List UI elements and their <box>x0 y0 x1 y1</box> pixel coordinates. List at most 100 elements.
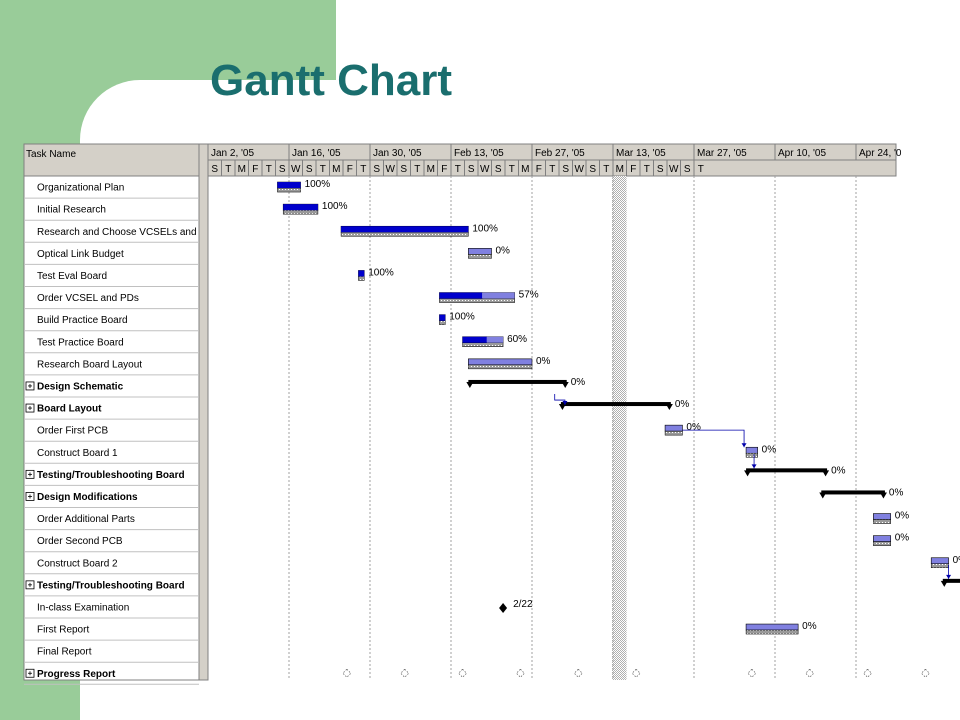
summary-bar <box>746 468 828 473</box>
progress-label: 0% <box>496 245 511 256</box>
task-bar <box>930 557 949 565</box>
progress-label: 57% <box>519 290 539 301</box>
recurring-marker <box>458 668 468 678</box>
baseline-bar <box>439 298 515 303</box>
day-label: M <box>427 164 435 175</box>
day-label: S <box>306 164 313 175</box>
recurring-marker <box>515 668 525 678</box>
link-arrowhead <box>751 464 757 469</box>
task-bar <box>664 424 683 432</box>
progress-label: 0% <box>953 555 960 566</box>
task-name: Initial Research <box>37 205 106 216</box>
summary-start-cap <box>558 404 566 411</box>
task-name: Order First PCB <box>37 426 108 437</box>
day-label: T <box>509 164 515 175</box>
baseline-bar <box>930 563 949 568</box>
recurring-marker <box>747 668 757 678</box>
recurring-marker <box>805 668 815 678</box>
task-name: Order Additional Parts <box>37 514 135 525</box>
day-label: S <box>373 164 380 175</box>
progress-label: 100% <box>472 223 498 234</box>
day-label: T <box>603 164 609 175</box>
task-name: Organizational Plan <box>37 183 124 194</box>
day-label: F <box>441 164 447 175</box>
day-label: T <box>455 164 461 175</box>
progress-bar <box>277 182 301 189</box>
day-label: T <box>698 164 704 175</box>
day-label: S <box>562 164 569 175</box>
progress-label: 100% <box>322 201 348 212</box>
progress-bar <box>439 292 483 299</box>
task-name: In-class Examination <box>37 602 129 613</box>
task-name: Test Eval Board <box>37 271 107 282</box>
day-label: F <box>630 164 636 175</box>
week-label: Apr 10, '05 <box>778 148 826 159</box>
day-label: T <box>320 164 326 175</box>
day-label: T <box>644 164 650 175</box>
day-label: T <box>225 164 231 175</box>
day-label: W <box>480 164 490 175</box>
progress-label: 0% <box>675 399 690 410</box>
baseline-bar <box>468 364 533 370</box>
recurring-marker <box>573 668 583 678</box>
task-name: Construct Board 2 <box>37 558 118 569</box>
milestone-label: 2/22 <box>513 599 533 610</box>
day-label: W <box>291 164 301 175</box>
summary-end-cap <box>665 404 673 411</box>
recurring-marker <box>631 668 641 678</box>
week-label: Mar 13, '05 <box>616 148 666 159</box>
recurring-marker <box>920 668 930 678</box>
baseline-bar <box>439 320 446 325</box>
day-label: T <box>414 164 420 175</box>
day-label: S <box>400 164 407 175</box>
milestone-marker <box>499 602 508 613</box>
progress-label: 0% <box>889 487 904 498</box>
baseline-bar <box>873 519 891 524</box>
page-title: Gantt Chart <box>210 56 452 105</box>
progress-label: 60% <box>507 334 527 345</box>
summary-bar <box>560 402 671 407</box>
progress-label: 0% <box>895 511 910 522</box>
day-label: S <box>279 164 286 175</box>
task-name: Design Modifications <box>37 492 138 503</box>
recurring-marker <box>400 668 410 678</box>
summary-start-cap <box>940 580 948 587</box>
baseline-bar <box>340 232 469 237</box>
day-label: W <box>669 164 679 175</box>
baseline-bar <box>277 187 301 193</box>
baseline-bar <box>282 209 319 215</box>
task-bar <box>468 248 492 255</box>
task-bar <box>745 446 758 454</box>
day-label: S <box>589 164 596 175</box>
task-bar <box>468 358 533 366</box>
summary-end-cap <box>561 381 569 388</box>
progress-label: 100% <box>449 312 475 323</box>
day-label: S <box>495 164 502 175</box>
day-label: T <box>360 164 366 175</box>
day-label: S <box>468 164 475 175</box>
week-label: Jan 30, '05 <box>373 148 422 159</box>
remaining-bar <box>482 292 515 299</box>
baseline-bar <box>745 453 758 458</box>
progress-label: 0% <box>762 444 777 455</box>
baseline-bar <box>664 430 683 436</box>
task-name: Board Layout <box>37 404 102 415</box>
link-arrowhead <box>946 574 952 579</box>
week-label: Feb 13, '05 <box>454 148 504 159</box>
week-label: Feb 27, '05 <box>535 148 585 159</box>
baseline-bar <box>462 342 504 347</box>
recurring-marker <box>863 668 873 678</box>
content-panel <box>80 80 960 720</box>
day-label: T <box>266 164 272 175</box>
day-label: M <box>238 164 246 175</box>
task-name: Progress Report <box>37 669 116 680</box>
day-label: T <box>549 164 555 175</box>
progress-label: 0% <box>686 422 701 433</box>
task-name: Optical Link Budget <box>37 249 124 260</box>
gantt-frame: Task Name <box>23 143 897 681</box>
progress-label: 0% <box>831 465 846 476</box>
day-label: F <box>536 164 542 175</box>
progress-label: 0% <box>895 533 910 544</box>
day-label: S <box>657 164 664 175</box>
